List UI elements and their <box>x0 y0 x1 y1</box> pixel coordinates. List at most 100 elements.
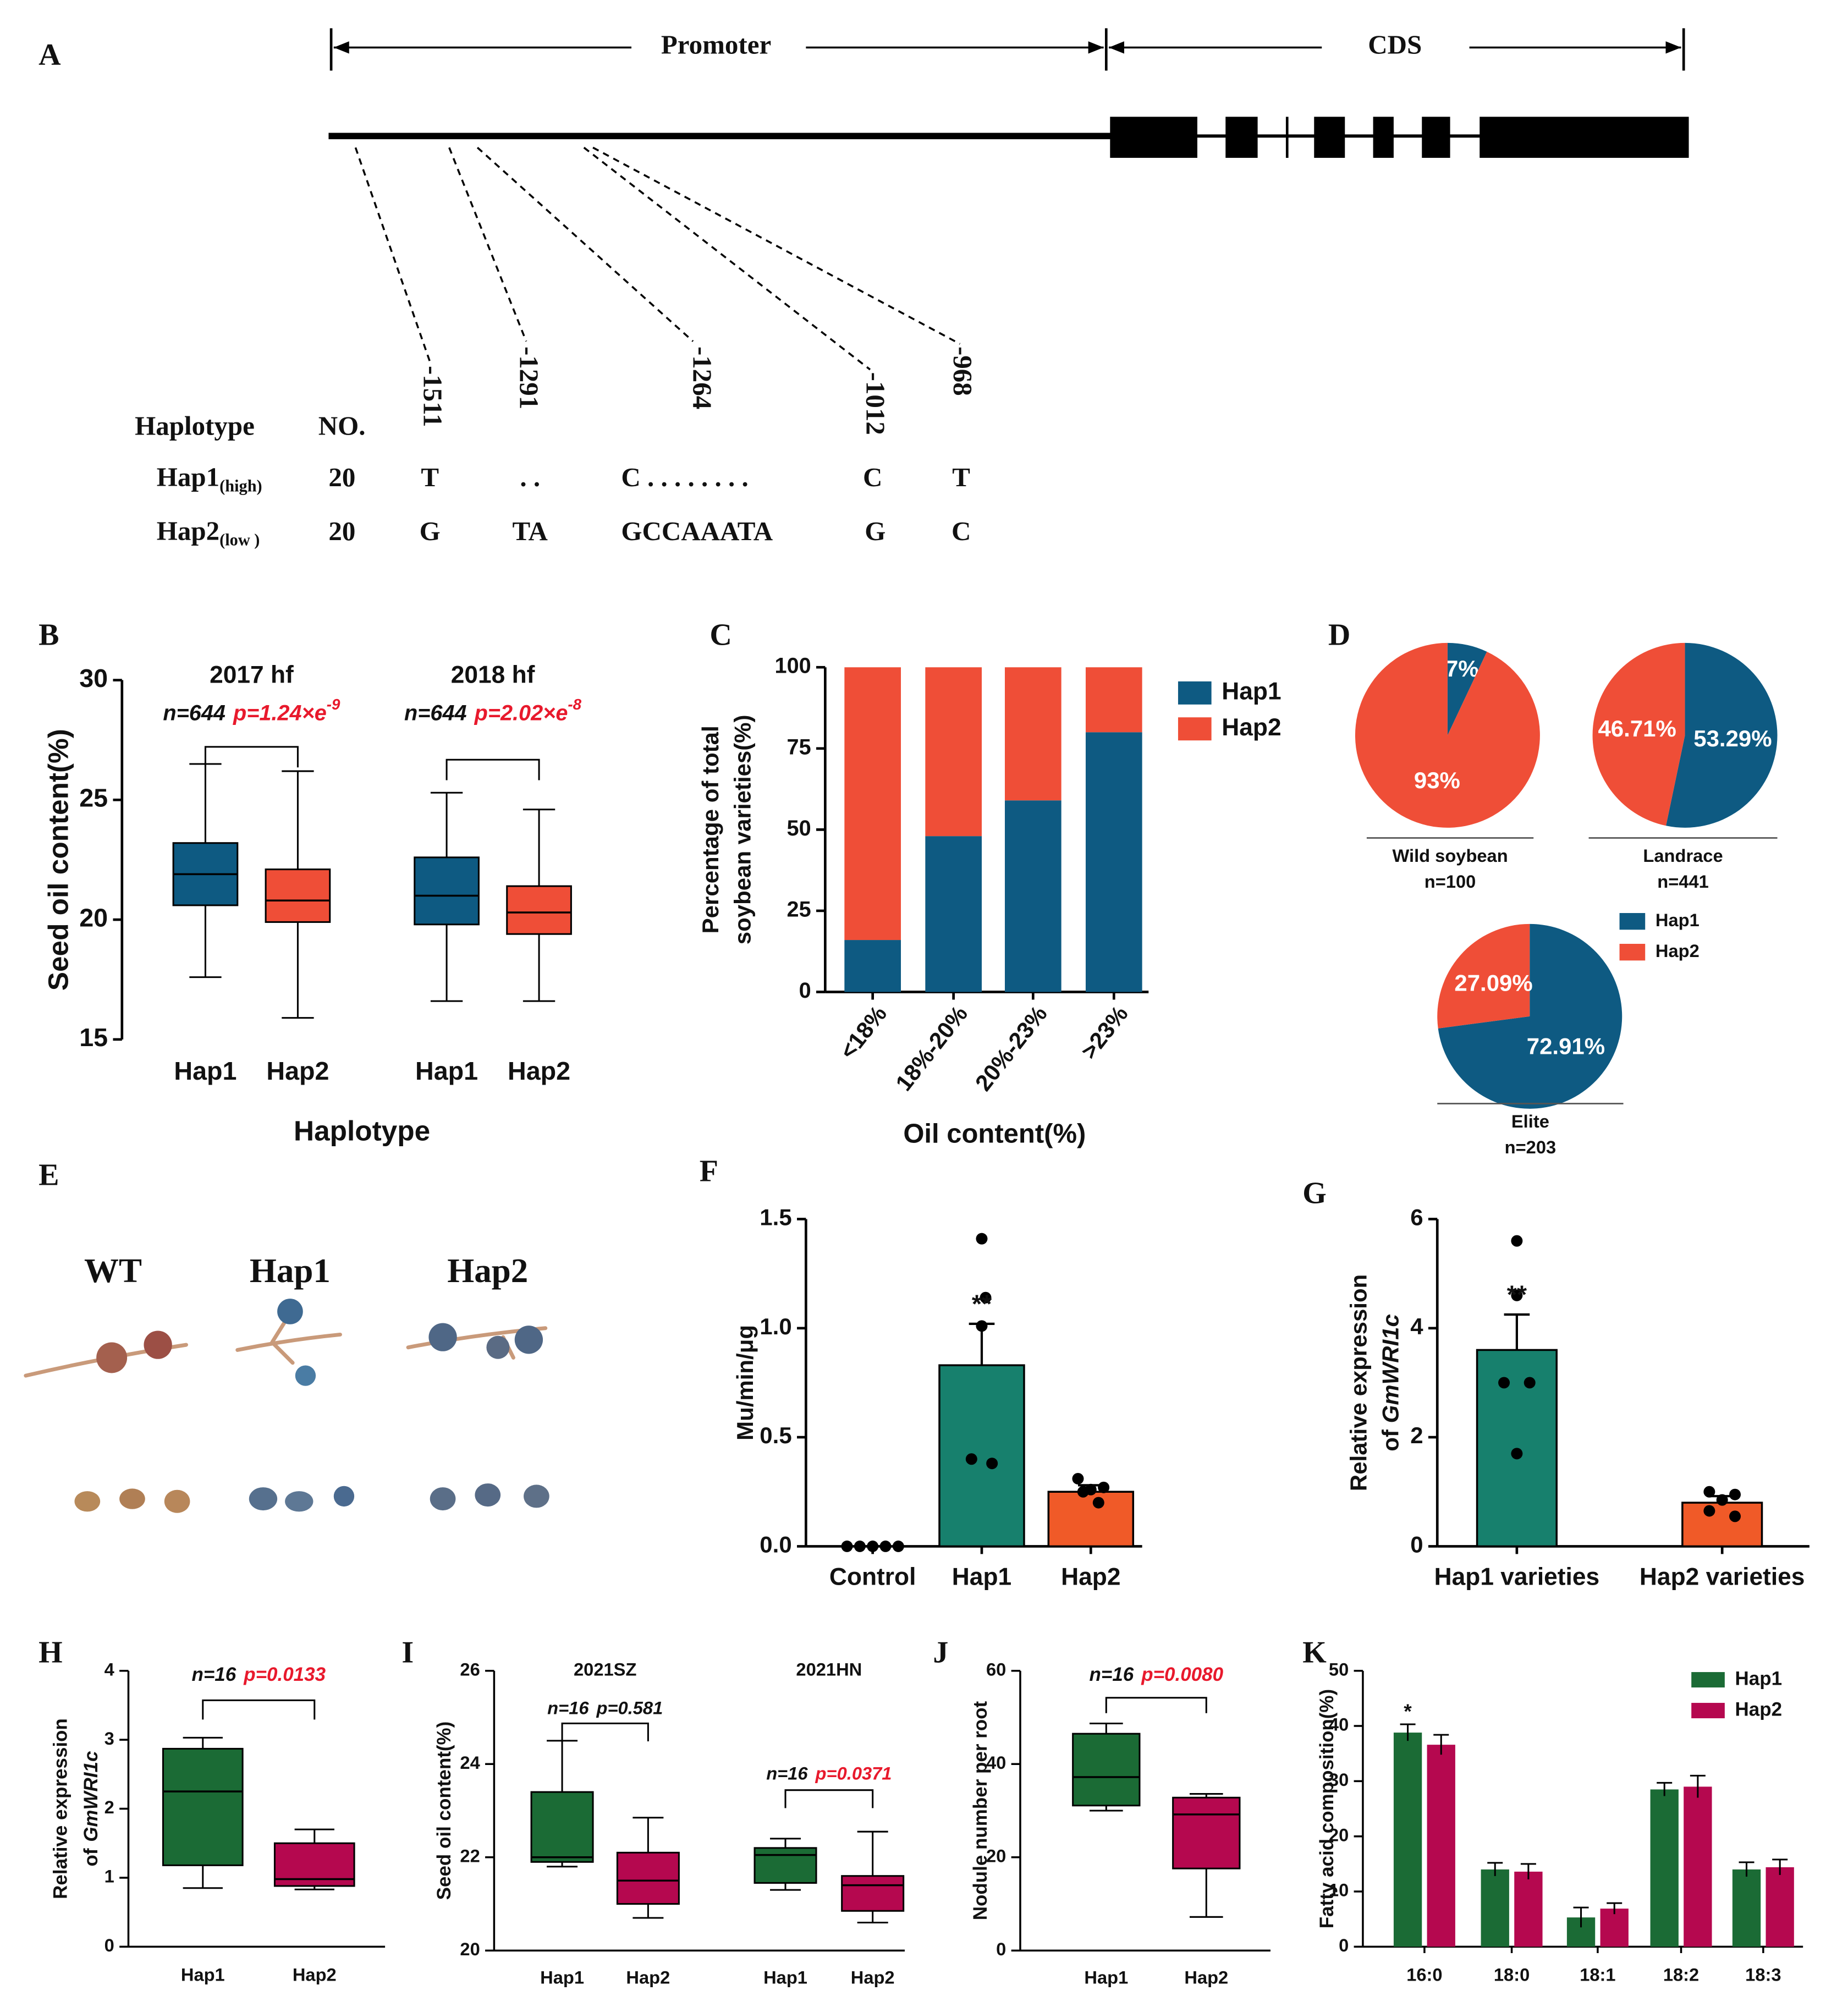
y-tick-label: 2 <box>105 1797 114 1817</box>
snp-link <box>592 146 961 345</box>
bar-segment <box>925 836 982 992</box>
bracket <box>784 1789 874 1808</box>
snp-link <box>583 146 871 371</box>
bar-segment <box>1004 800 1062 992</box>
table-header: -1511 <box>417 366 448 427</box>
bar <box>1681 1502 1763 1548</box>
data-point <box>879 1540 892 1552</box>
y-axis-title-gene: GmWRI1c <box>80 1751 102 1842</box>
nodule <box>144 1330 172 1359</box>
data-point <box>1092 1497 1104 1509</box>
x-axis-title: Oil content(%) <box>903 1119 1086 1149</box>
box <box>506 885 572 935</box>
significance-mark: ** <box>972 1290 992 1318</box>
data-point <box>1511 1448 1523 1460</box>
box <box>162 1747 244 1866</box>
nodule <box>486 1335 510 1359</box>
y-tick-label: 0 <box>996 1939 1006 1959</box>
y-tick-label: 0.0 <box>760 1532 791 1558</box>
box <box>841 1875 905 1912</box>
data-point <box>1716 1494 1728 1506</box>
haplotype-table: Haplotype NO. -1511 -1291 -1264 -1012 -9… <box>135 347 978 549</box>
panel-label: C <box>710 618 732 652</box>
panel-label: D <box>1328 618 1350 652</box>
panel-label: F <box>700 1154 718 1189</box>
haplotype-group: (high) <box>219 477 262 496</box>
sample-size: n=16 <box>766 1763 808 1783</box>
pie-value-label: 53.29% <box>1693 725 1772 751</box>
significance-mark: * <box>1404 1700 1412 1723</box>
data-point <box>1072 1472 1084 1484</box>
y-axis-title: Percentage of total <box>697 725 723 933</box>
y-tick-label: 20 <box>460 1939 480 1959</box>
y-axis-title: Fatty acid composition(%) <box>1316 1689 1338 1928</box>
nodule <box>333 1486 355 1507</box>
y-tick-label: 4 <box>1410 1313 1423 1339</box>
sample-size: n=16 <box>1090 1664 1134 1685</box>
x-tick-label: 18:2 <box>1663 1965 1699 1985</box>
haplotype: Hap2 <box>157 516 219 546</box>
table-cell: TA <box>513 516 548 546</box>
legend-label: Hap2 <box>1735 1698 1783 1720</box>
p-value: p=0.0371 <box>815 1763 892 1783</box>
table-cell: G <box>420 516 441 546</box>
y-tick-label: 40 <box>1329 1714 1349 1735</box>
y-tick-label: 40 <box>986 1752 1006 1773</box>
panel-label: B <box>38 618 59 652</box>
pie-value-label: 72.91% <box>1527 1033 1605 1059</box>
p-value: p=0.581 <box>596 1697 663 1718</box>
y-tick-label: 25 <box>787 897 811 921</box>
data-point <box>986 1458 998 1470</box>
table-header: -1264 <box>687 347 717 409</box>
bar <box>1427 1745 1455 1947</box>
y-tick-label: 75 <box>787 735 811 759</box>
bar <box>1481 1869 1509 1947</box>
y-tick-label: 3 <box>105 1728 114 1748</box>
y-tick-label: 1.0 <box>760 1313 791 1339</box>
exon <box>1314 117 1345 158</box>
x-tick-label: 18:1 <box>1580 1965 1615 1985</box>
x-tick-label: 16:0 <box>1406 1965 1442 1985</box>
x-tick-label: Hap1 <box>763 1967 807 1987</box>
table-cell: . . <box>520 462 540 492</box>
bar <box>1600 1909 1629 1947</box>
y-axis-title: of GmWRI1c <box>1378 1314 1404 1451</box>
pie-slice <box>1437 923 1530 1029</box>
snp-links <box>354 146 961 371</box>
pie-value-label: 27.09% <box>1454 970 1532 996</box>
x-tick-label: Hap2 <box>266 1057 329 1085</box>
nodule <box>285 1491 314 1512</box>
exon <box>1422 117 1450 158</box>
nodule <box>428 1323 457 1351</box>
y-axis-title-gene: GmWRI1c <box>1378 1314 1404 1423</box>
sample-size: n=16 <box>192 1664 237 1685</box>
bracket <box>561 1722 649 1742</box>
significance-label: n=16 p=0.0080 <box>1090 1664 1224 1685</box>
pie-subtitle: n=100 <box>1425 871 1476 892</box>
haplotype-group: (low ) <box>219 531 260 549</box>
box <box>265 868 331 923</box>
y-tick-label: 50 <box>787 816 811 840</box>
bar-segment <box>925 667 982 837</box>
legend-swatch <box>1178 681 1212 705</box>
sample-size: n=16 <box>547 1697 589 1718</box>
snp-link <box>448 147 527 342</box>
x-tick-label: Hap1 <box>952 1563 1011 1590</box>
x-axis-title: Haplotype <box>294 1115 430 1147</box>
x-tick-label: Hap2 <box>508 1057 570 1085</box>
legend-label: Hap2 <box>1656 941 1700 961</box>
haplotype: Hap1 <box>157 462 219 492</box>
exon <box>1110 117 1197 158</box>
y-tick-label: 24 <box>460 1752 480 1773</box>
snp-link <box>354 147 431 362</box>
pie-slice <box>1666 642 1778 828</box>
y-tick-label: 1 <box>105 1866 114 1887</box>
box <box>530 1791 594 1863</box>
y-tick-label: 22 <box>460 1845 480 1866</box>
bar-segment <box>1085 732 1142 992</box>
y-tick-label: 20 <box>986 1845 1006 1866</box>
y-tick-label: 26 <box>460 1659 480 1679</box>
data-point <box>1511 1289 1523 1301</box>
data-point <box>854 1540 866 1552</box>
y-tick-label: 10 <box>1329 1880 1349 1900</box>
